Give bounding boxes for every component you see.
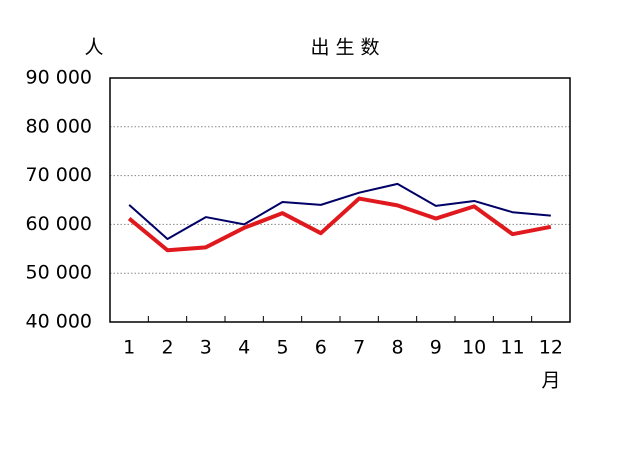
x-axis-label: 月: [541, 370, 560, 392]
x-tick-label: 9: [430, 337, 442, 359]
y-tick-label: 40 000: [26, 311, 92, 333]
x-tick-label: 2: [161, 337, 173, 359]
x-tick-label: 3: [200, 337, 212, 359]
x-tick-label: 5: [276, 337, 288, 359]
x-tick-label: 1: [123, 337, 135, 359]
series-line: [128, 182, 551, 241]
x-tick-label: 10: [462, 337, 486, 359]
y-tick-label: 50 000: [26, 262, 92, 284]
chart-title: 出 生 数: [310, 37, 379, 59]
x-tick-label: 4: [238, 337, 250, 359]
y-tick-label: 90 000: [26, 67, 92, 89]
plot-frame: [109, 77, 571, 323]
x-tick-label: 11: [500, 337, 524, 359]
series-line: [127, 196, 552, 253]
y-tick-label: 60 000: [26, 213, 92, 235]
y-axis-label: 人: [84, 37, 103, 59]
y-tick-label: 80 000: [26, 115, 92, 137]
x-tick-label: 8: [391, 337, 403, 359]
x-tick-label: 7: [353, 337, 365, 359]
x-tick-label: 6: [315, 337, 327, 359]
x-tick-label: 12: [539, 337, 563, 359]
y-tick-label: 70 000: [26, 164, 92, 186]
